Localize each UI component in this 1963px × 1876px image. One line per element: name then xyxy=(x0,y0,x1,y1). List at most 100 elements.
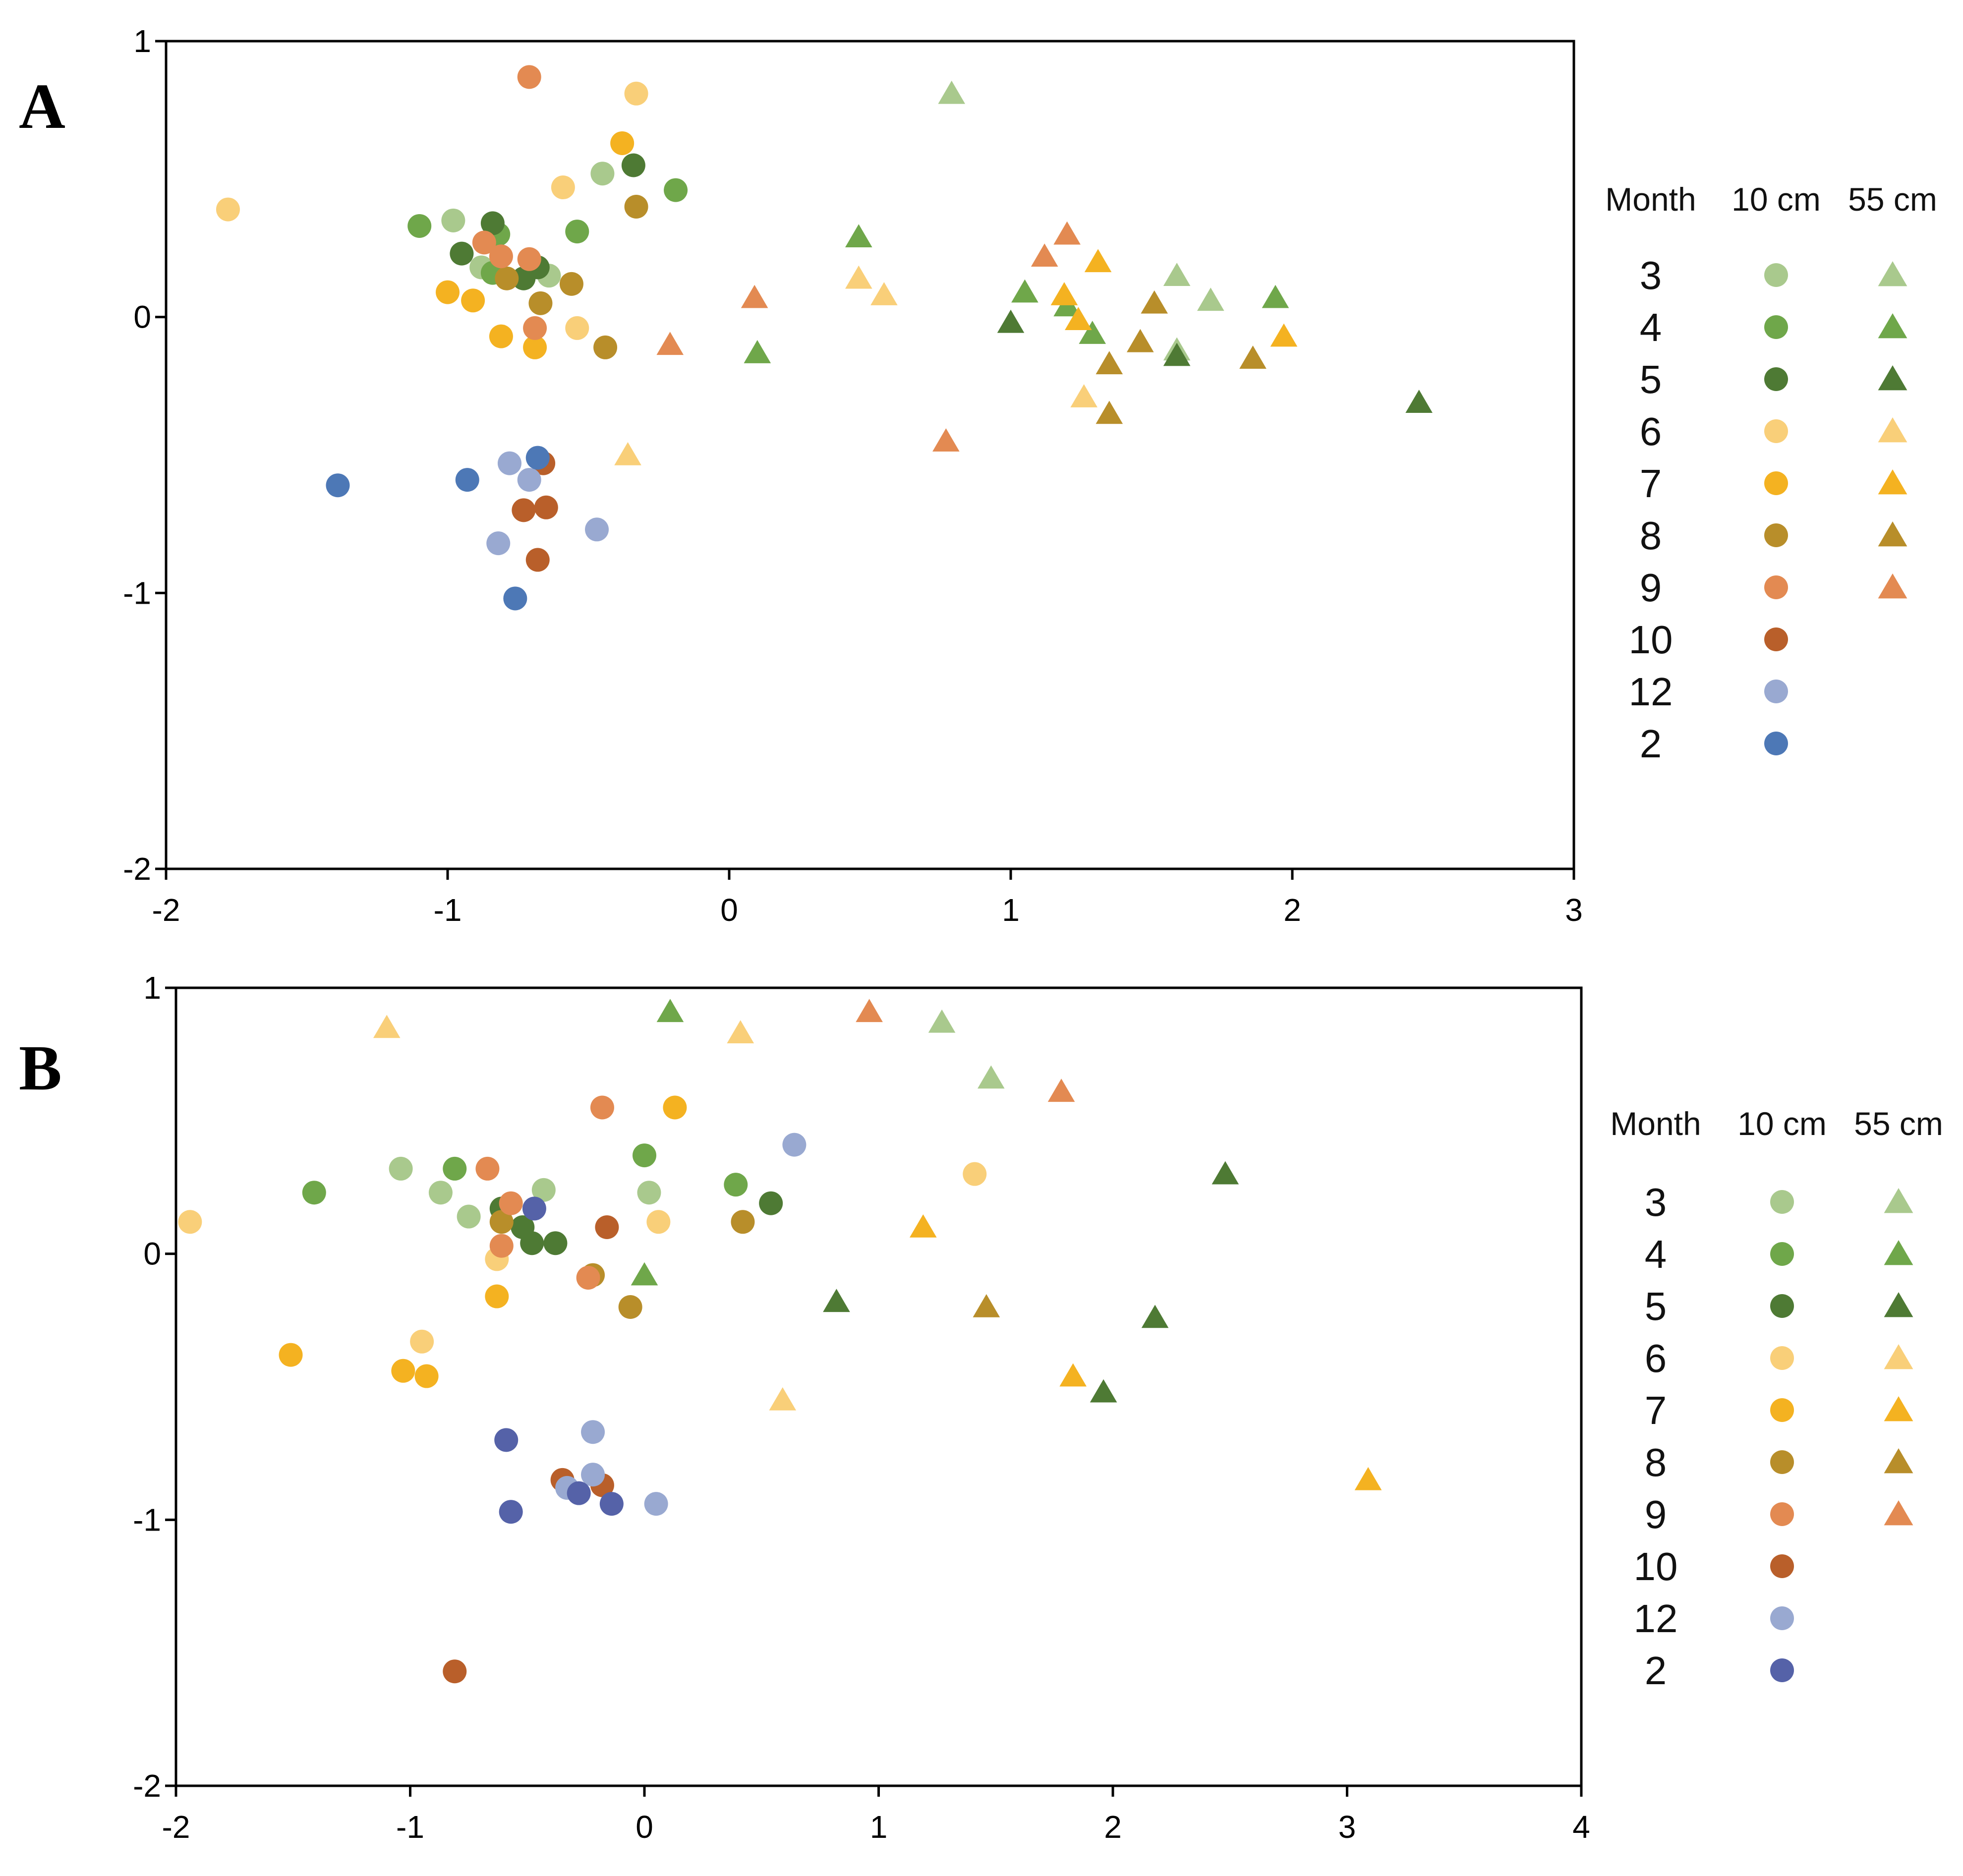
point-month-2-10cm xyxy=(326,473,350,498)
x-tick-label: -1 xyxy=(396,1809,424,1845)
legend-marker-55cm-month-5 xyxy=(1884,1292,1913,1317)
legend-marker-55cm-month-6 xyxy=(1878,417,1907,443)
x-tick-label: -2 xyxy=(152,892,180,928)
legend-month-label: 2 xyxy=(1645,1649,1667,1693)
legend-month-label: 2 xyxy=(1640,722,1662,766)
point-month-9-55cm xyxy=(1031,243,1058,267)
y-tick-label: -1 xyxy=(123,575,151,611)
point-month-4-10cm xyxy=(443,1156,467,1181)
legend-header-month: Month xyxy=(1605,181,1696,218)
point-month-8-10cm xyxy=(495,266,519,290)
legend-marker-55cm-month-8 xyxy=(1884,1448,1913,1474)
legend-month-label: 7 xyxy=(1640,461,1662,506)
point-month-9-55cm xyxy=(1053,221,1081,245)
point-month-7-55cm xyxy=(909,1214,937,1238)
point-month-9-10cm xyxy=(576,1265,600,1290)
point-month-6-55cm xyxy=(769,1387,797,1411)
point-month-10-10cm xyxy=(525,548,550,572)
point-month-3-55cm xyxy=(978,1065,1005,1089)
point-month-6-55cm xyxy=(614,442,641,465)
point-month-5-55cm xyxy=(1405,390,1433,413)
y-tick-label: 1 xyxy=(133,23,151,59)
point-month-8-10cm xyxy=(528,291,553,315)
point-month-2-10cm xyxy=(599,1492,624,1516)
point-month-8-10cm xyxy=(489,1210,514,1234)
point-month-6-55cm xyxy=(845,265,872,289)
legend-marker-10cm-month-8 xyxy=(1770,1450,1794,1474)
point-month-7-10cm xyxy=(414,1364,439,1388)
legend-marker-10cm-month-7 xyxy=(1770,1398,1794,1422)
panel-b: B -2 -1 0 1 2 3 4 10-1-2 Month 10 cm 55 cm345678… xyxy=(19,970,1943,1845)
legend-header-55cm: 55 cm xyxy=(1854,1105,1943,1142)
point-month-9-10cm xyxy=(472,230,496,255)
x-tick-label: 0 xyxy=(720,892,738,928)
point-month-6-55cm xyxy=(1070,384,1097,407)
y-tick-label: 1 xyxy=(143,970,161,1006)
point-month-7-10cm xyxy=(436,280,460,304)
point-month-7-55cm xyxy=(1354,1467,1382,1490)
panel-b-x-ticks: -2 -1 0 1 2 3 4 xyxy=(162,1786,1590,1845)
legend-header-month: Month xyxy=(1610,1105,1701,1142)
y-tick-label: -2 xyxy=(123,851,151,887)
legend-marker-55cm-month-7 xyxy=(1884,1396,1913,1421)
legend-month-label: 12 xyxy=(1634,1596,1678,1641)
legend-marker-10cm-month-10 xyxy=(1770,1554,1794,1578)
point-month-6-10cm xyxy=(624,81,648,106)
legend-marker-55cm-month-9 xyxy=(1878,573,1907,599)
panel-a-y-ticks: 1 0 -1 -2 xyxy=(123,23,166,887)
legend-month-label: 3 xyxy=(1640,253,1662,297)
point-month-3-55cm xyxy=(928,1009,956,1033)
point-month-4-55cm xyxy=(744,340,771,363)
point-month-4-10cm xyxy=(724,1173,748,1197)
point-month-6-55cm xyxy=(727,1020,754,1044)
point-month-6-10cm xyxy=(410,1329,434,1354)
x-tick-label: 0 xyxy=(635,1809,653,1845)
legend-marker-55cm-month-8 xyxy=(1878,521,1907,547)
point-month-7-10cm xyxy=(489,324,513,348)
point-month-10-10cm xyxy=(595,1215,619,1239)
point-month-7-10cm xyxy=(485,1284,509,1308)
point-month-12-10cm xyxy=(644,1492,668,1516)
x-tick-label: 2 xyxy=(1104,1809,1122,1845)
y-tick-label: -2 xyxy=(133,1768,161,1804)
point-month-10-10cm xyxy=(534,495,558,519)
legend-marker-55cm-month-9 xyxy=(1884,1500,1913,1526)
legend-header-55cm: 55 cm xyxy=(1848,181,1937,218)
point-month-8-10cm xyxy=(618,1295,642,1319)
point-month-8-55cm xyxy=(1126,329,1154,352)
point-month-3-10cm xyxy=(531,1178,556,1202)
legend-month-label: 4 xyxy=(1645,1232,1667,1276)
point-month-5-55cm xyxy=(1141,1305,1169,1328)
point-month-5-55cm xyxy=(997,309,1025,333)
x-tick-label: 3 xyxy=(1565,892,1583,928)
point-month-7-10cm xyxy=(523,335,547,359)
legend-header-10cm: 10 cm xyxy=(1732,181,1821,218)
point-month-5-55cm xyxy=(823,1289,850,1312)
point-month-2-10cm xyxy=(494,1428,519,1452)
point-month-12-10cm xyxy=(497,451,521,475)
point-month-4-55cm xyxy=(1011,279,1039,303)
legend-month-label: 10 xyxy=(1629,618,1673,662)
point-month-5-10cm xyxy=(621,153,645,177)
legend-marker-55cm-month-3 xyxy=(1884,1188,1913,1213)
legend-marker-10cm-month-3 xyxy=(1764,263,1788,287)
legend-marker-10cm-month-6 xyxy=(1764,419,1788,443)
panel-b-y-ticks: 1 0 -1 -2 xyxy=(133,970,176,1804)
point-month-7-55cm xyxy=(1059,1363,1087,1387)
point-month-3-10cm xyxy=(590,162,615,186)
legend-marker-10cm-month-2 xyxy=(1764,732,1788,755)
legend-month-label: 9 xyxy=(1640,566,1662,610)
panel-a-legend: Month 10 cm 55 cm 3 4 5 6 7 8 9 10 12 2 xyxy=(1605,181,1937,766)
x-tick-label: 1 xyxy=(1002,892,1020,928)
point-month-12-10cm xyxy=(782,1133,807,1157)
legend-month-label: 10 xyxy=(1634,1544,1678,1589)
point-month-6-55cm xyxy=(373,1015,401,1038)
legend-marker-55cm-month-7 xyxy=(1878,469,1907,495)
legend-month-label: 8 xyxy=(1645,1440,1667,1484)
point-month-5-10cm xyxy=(480,211,505,235)
panel-b-label: B xyxy=(19,1032,62,1104)
point-month-4-55cm xyxy=(656,999,684,1023)
point-month-6-10cm xyxy=(646,1210,671,1234)
legend-month-label: 12 xyxy=(1629,670,1673,714)
